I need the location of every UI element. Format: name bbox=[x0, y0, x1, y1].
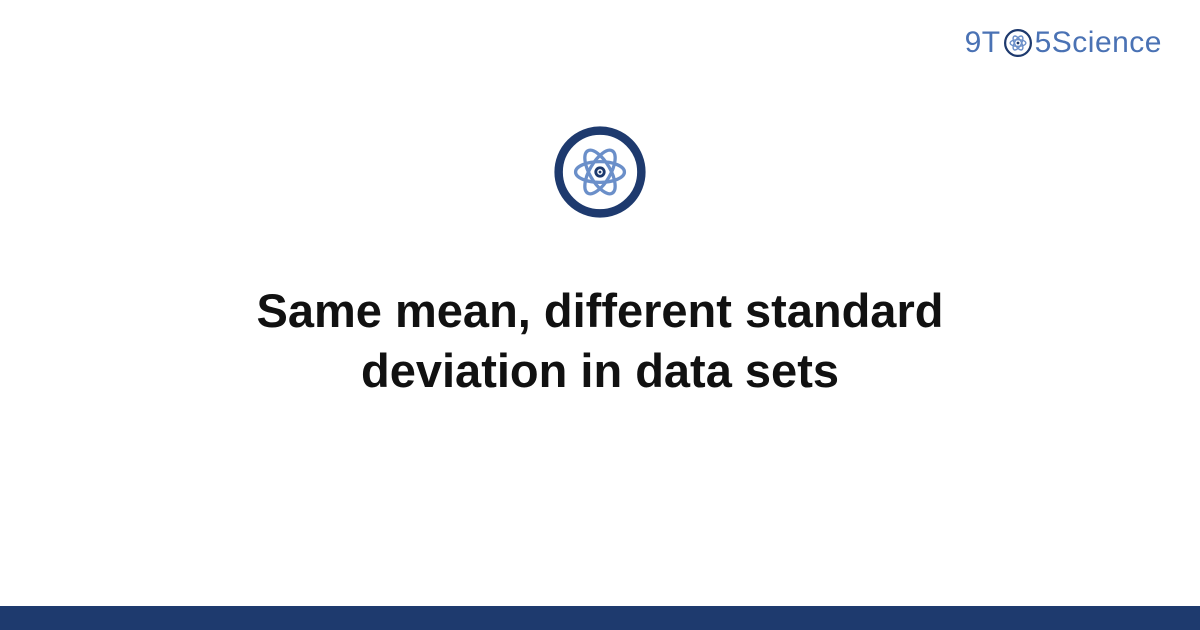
footer-bar bbox=[0, 606, 1200, 630]
brand-prefix: 9T bbox=[965, 26, 1001, 60]
brand-logo: 9T 5Science bbox=[965, 26, 1162, 60]
page-title: Same mean, different standard deviation … bbox=[150, 281, 1050, 401]
main-content: Same mean, different standard deviation … bbox=[0, 125, 1200, 401]
badge-circle bbox=[553, 125, 647, 219]
brand-suffix: 5Science bbox=[1035, 26, 1162, 60]
atom-icon bbox=[1004, 29, 1032, 57]
